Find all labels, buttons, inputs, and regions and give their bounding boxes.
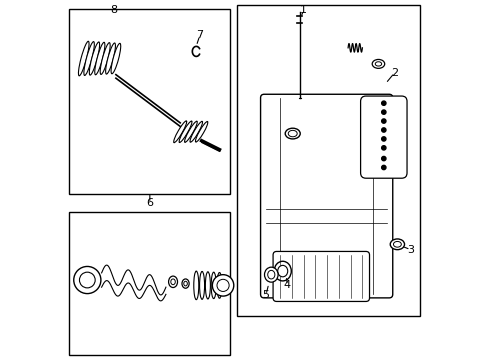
Text: 5: 5: [262, 290, 269, 300]
Ellipse shape: [111, 43, 121, 74]
Ellipse shape: [184, 121, 197, 142]
Ellipse shape: [78, 41, 89, 76]
Text: 2: 2: [390, 68, 397, 78]
Ellipse shape: [277, 265, 287, 277]
Bar: [69, 9, 230, 194]
Circle shape: [381, 110, 385, 114]
Ellipse shape: [105, 43, 115, 74]
Ellipse shape: [389, 239, 404, 249]
Ellipse shape: [267, 270, 274, 279]
Ellipse shape: [182, 279, 189, 288]
FancyBboxPatch shape: [360, 96, 406, 178]
Ellipse shape: [168, 276, 177, 288]
Bar: [237, 5, 419, 316]
Circle shape: [381, 157, 385, 161]
Circle shape: [80, 272, 95, 288]
Ellipse shape: [84, 42, 94, 76]
Text: 4: 4: [283, 280, 290, 291]
FancyBboxPatch shape: [272, 251, 369, 301]
Circle shape: [381, 137, 385, 141]
Ellipse shape: [193, 271, 198, 300]
Circle shape: [381, 146, 385, 150]
Circle shape: [212, 275, 233, 296]
Ellipse shape: [217, 273, 222, 298]
Ellipse shape: [211, 272, 216, 298]
FancyBboxPatch shape: [260, 94, 392, 298]
Ellipse shape: [199, 271, 204, 299]
Text: 8: 8: [110, 5, 118, 15]
Ellipse shape: [274, 261, 291, 281]
Circle shape: [74, 266, 101, 294]
Text: 7: 7: [196, 30, 203, 40]
Ellipse shape: [195, 122, 207, 142]
Ellipse shape: [100, 42, 110, 75]
Ellipse shape: [170, 279, 175, 285]
Circle shape: [217, 279, 229, 292]
Ellipse shape: [393, 242, 401, 247]
Ellipse shape: [179, 121, 192, 143]
Ellipse shape: [190, 121, 202, 142]
Ellipse shape: [205, 272, 210, 299]
Ellipse shape: [173, 121, 186, 143]
Text: 3: 3: [407, 245, 413, 255]
Text: 1: 1: [299, 5, 306, 15]
Text: 6: 6: [146, 198, 153, 208]
Ellipse shape: [89, 42, 100, 75]
Ellipse shape: [371, 59, 384, 68]
Circle shape: [381, 101, 385, 105]
Ellipse shape: [264, 267, 278, 282]
Ellipse shape: [287, 130, 297, 137]
Bar: [69, 212, 230, 355]
Circle shape: [381, 128, 385, 132]
Ellipse shape: [95, 42, 104, 75]
Ellipse shape: [374, 62, 381, 66]
Circle shape: [381, 165, 385, 170]
Circle shape: [381, 119, 385, 123]
Ellipse shape: [285, 128, 300, 139]
Ellipse shape: [183, 281, 187, 286]
